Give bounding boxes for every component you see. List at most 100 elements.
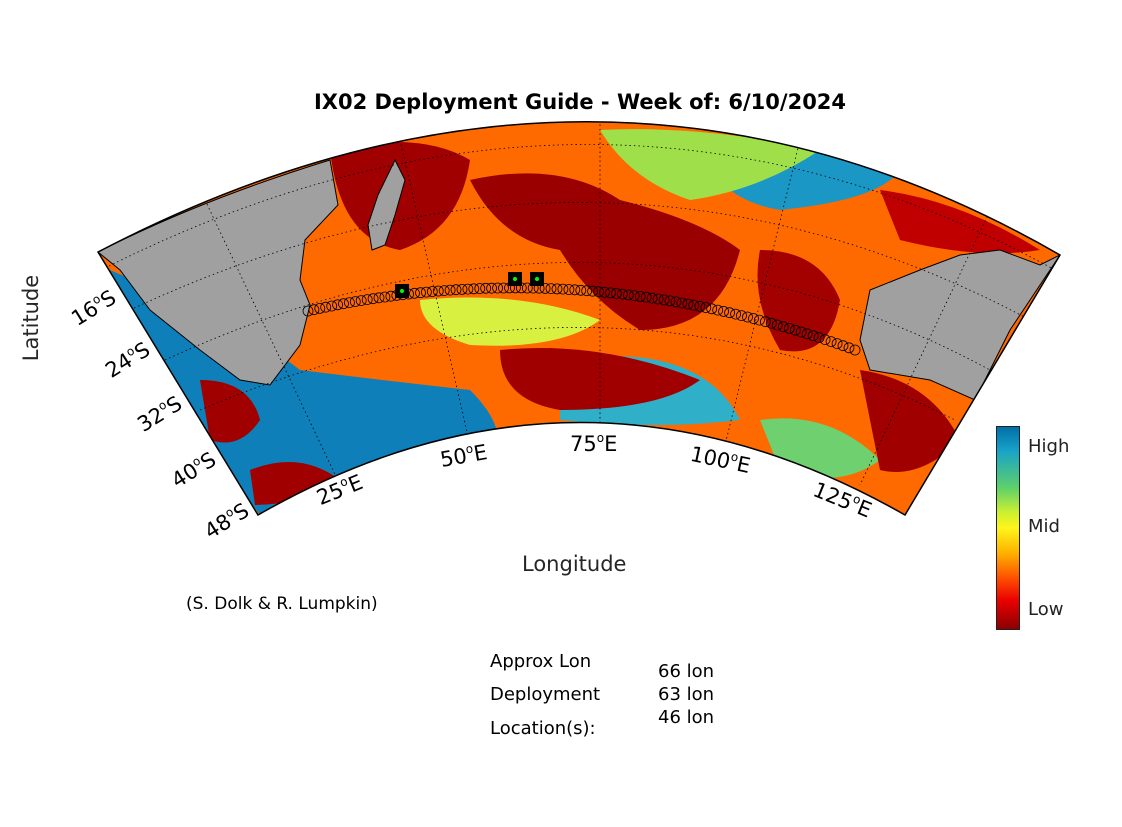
transect-point	[617, 288, 628, 300]
transect-point	[706, 303, 718, 315]
transect-point	[628, 290, 640, 302]
transect-point	[320, 301, 332, 313]
transect-point	[474, 283, 486, 294]
transect-point	[521, 282, 533, 294]
deployment-label-line1: Approx Lon	[490, 651, 592, 672]
madagascar-land	[367, 158, 406, 251]
transect-point	[314, 302, 326, 314]
transect-point	[849, 344, 861, 356]
transect-point	[379, 291, 391, 303]
deployment-location: 63 lon	[658, 684, 715, 705]
transect-point	[563, 284, 575, 295]
transect-point	[771, 319, 783, 331]
low-zone-central-north	[470, 173, 740, 330]
lon-tick: 75oE	[570, 431, 618, 456]
transect-point	[700, 302, 712, 313]
transect-point	[789, 324, 801, 336]
transect-point	[831, 338, 843, 350]
transect-point	[777, 321, 789, 333]
low-zone-southwest-2	[250, 462, 340, 505]
transect-point	[492, 282, 504, 294]
y-axis-label: Latitude	[19, 274, 44, 362]
transect-point	[843, 342, 855, 354]
low-zone-northeast	[880, 190, 1040, 254]
deployment-marker-center	[535, 277, 539, 281]
transect-point	[724, 307, 735, 319]
transect-point	[801, 328, 813, 340]
transect-point	[373, 292, 385, 304]
transect-point	[742, 311, 753, 323]
transect-point	[444, 284, 456, 296]
transect-point	[326, 300, 338, 312]
transect-point	[361, 294, 373, 306]
transect-point	[682, 298, 694, 310]
transect-point	[766, 317, 777, 329]
mid-zone-north	[600, 129, 820, 200]
transect-point	[338, 298, 349, 310]
transect-point	[730, 308, 741, 320]
transect-point	[640, 291, 652, 303]
transect-point	[670, 296, 682, 308]
transect-point	[837, 340, 849, 352]
transect-point	[557, 283, 569, 295]
deployment-marker-center	[400, 289, 404, 293]
transect-point	[819, 334, 831, 346]
colorbar	[996, 426, 1020, 630]
parallel-24s	[129, 202, 1031, 321]
transect-point	[569, 284, 581, 296]
transect-point	[308, 304, 320, 316]
transect-point	[605, 287, 616, 299]
low-zone-southeast	[860, 370, 960, 472]
deployment-location: 66 lon	[658, 661, 715, 682]
transect-point	[367, 293, 379, 305]
transect-point	[551, 283, 563, 295]
transect-point	[622, 289, 634, 301]
transect-point	[587, 285, 598, 297]
transect-point	[450, 284, 462, 296]
deployment-label-line3: Location(s):	[490, 718, 596, 739]
transect-point	[646, 292, 658, 304]
transect-point	[432, 285, 444, 297]
transect-point	[420, 286, 432, 298]
transect-point	[634, 290, 646, 302]
transect-point	[712, 304, 724, 316]
transect-point	[468, 283, 480, 295]
transect-point	[658, 294, 670, 306]
transect-point	[438, 285, 450, 297]
transect-point	[825, 336, 837, 348]
meridian-125e	[859, 199, 996, 486]
transect-point	[539, 282, 551, 294]
transect-point	[332, 299, 344, 311]
transect-point	[498, 282, 509, 294]
transect-point	[736, 310, 747, 322]
meridian-25e	[204, 199, 341, 486]
transect-point	[652, 293, 664, 305]
chart-title: IX02 Deployment Guide - Week of: 6/10/20…	[313, 90, 847, 114]
transect-point	[349, 296, 361, 308]
transect-point	[462, 283, 474, 295]
deployment-label-line2: Deployment	[490, 684, 601, 705]
deployment-location: 46 lon	[658, 707, 715, 728]
transect-point	[426, 286, 438, 297]
transect-point	[748, 313, 759, 324]
transect-point	[694, 300, 706, 312]
meridian-100e	[724, 139, 801, 446]
colorbar-high-label: High	[1028, 436, 1070, 457]
transect-point	[664, 295, 676, 307]
parallel-16s	[104, 144, 1056, 271]
low-zone-southwest	[200, 380, 260, 443]
transect-point	[545, 283, 557, 295]
low-zone-central-south	[500, 348, 700, 410]
transect-point	[813, 332, 825, 344]
colorbar-low-label: Low	[1028, 599, 1064, 620]
transect-point	[486, 282, 498, 294]
transect-point	[575, 284, 587, 296]
transect-point	[409, 287, 420, 299]
transect-point	[783, 322, 795, 334]
map-frame	[96, 121, 1062, 517]
transect-point	[807, 330, 819, 342]
transect-point	[355, 295, 367, 307]
transect-point	[676, 297, 688, 309]
transect-point	[795, 326, 807, 338]
